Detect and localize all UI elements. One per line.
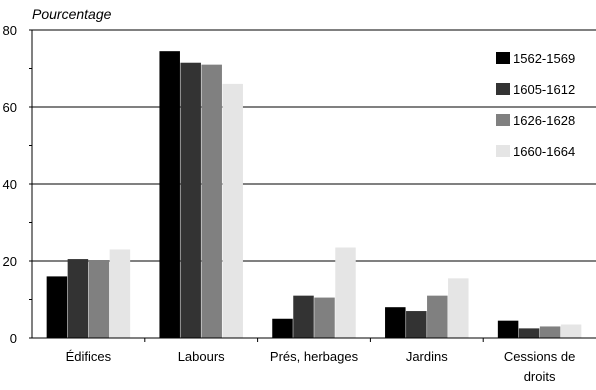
bar-1562-1569-1	[159, 51, 180, 339]
legend-label-1605-1612: 1605-1612	[513, 82, 575, 97]
legend-swatch-1562-1569	[496, 52, 510, 64]
bar-1660-1664-1	[222, 83, 243, 339]
y-tick-label-20: 20	[3, 254, 17, 269]
bar-1626-1628-2	[314, 297, 335, 338]
legend-swatch-1660-1664	[496, 145, 510, 157]
legend-label-1660-1664: 1660-1664	[513, 144, 575, 159]
bar-1562-1569-3	[385, 307, 406, 338]
y-axis-label: Pourcentage	[32, 6, 112, 22]
bar-1660-1664-2	[335, 247, 356, 338]
x-tick-label-1: Labours	[178, 349, 225, 364]
gridlines	[32, 29, 596, 262]
y-tick-labels: 0 20 40 60 80	[3, 23, 17, 346]
bar-1660-1664-4	[560, 324, 582, 338]
legend-label-1562-1569: 1562-1569	[513, 51, 575, 66]
y-tick-label-0: 0	[10, 331, 17, 346]
bar-1605-1612-0	[67, 259, 89, 338]
x-tick-labels: Édifices Labours Prés, herbages Jardins Cess…	[66, 349, 576, 384]
legend: 1562-1569 1605-1612 1626-1628 1660-1664	[496, 51, 575, 159]
bar-1562-1569-0	[46, 276, 68, 338]
bar-1626-1628-4	[539, 326, 561, 338]
legend-swatch-1626-1628	[496, 114, 510, 126]
bar-1626-1628-3	[427, 295, 448, 338]
bars	[46, 51, 582, 339]
x-tick-label-4: droits	[524, 369, 556, 384]
y-tick-label-40: 40	[3, 177, 17, 192]
bar-1562-1569-4	[497, 320, 519, 338]
y-tick-label-60: 60	[3, 100, 17, 115]
bar-1605-1612-4	[518, 328, 540, 338]
y-tick-label-80: 80	[3, 23, 17, 38]
bar-1626-1628-0	[88, 261, 110, 338]
bar-1626-1628-1	[201, 64, 222, 339]
axes	[29, 29, 596, 342]
bar-1605-1612-2	[293, 295, 314, 338]
x-tick-label-4: Cessions de	[504, 349, 576, 364]
x-tick-label-2: Prés, herbages	[270, 349, 359, 364]
bar-1660-1664-3	[448, 278, 469, 338]
bar-1562-1569-2	[272, 318, 293, 338]
bar-1660-1664-0	[109, 249, 131, 338]
legend-swatch-1605-1612	[496, 83, 510, 95]
x-tick-label-0: Édifices	[66, 349, 112, 364]
bar-1605-1612-1	[180, 62, 201, 338]
bar-1605-1612-3	[406, 311, 427, 338]
legend-label-1626-1628: 1626-1628	[513, 113, 575, 128]
x-tick-label-3: Jardins	[406, 349, 448, 364]
